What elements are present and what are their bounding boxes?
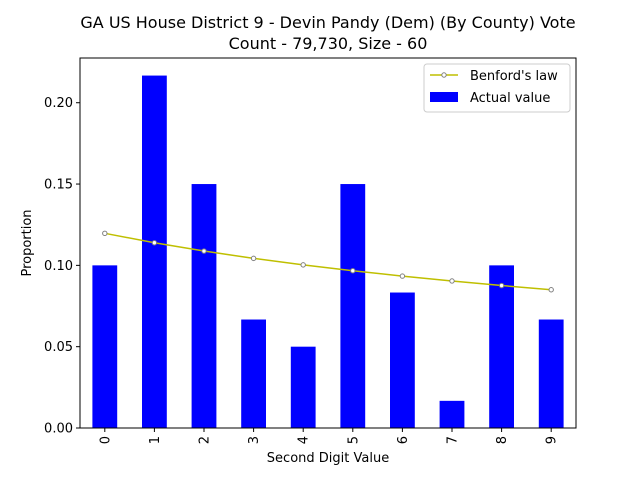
x-tick-label: 2: [198, 436, 213, 444]
bar-digit-1: [142, 75, 167, 429]
legend-frame: [423, 63, 571, 113]
benford-line: [104, 232, 552, 291]
x-tick-label: 9: [545, 436, 560, 444]
bar-digit-3: [241, 319, 266, 428]
y-tick-label: 0.05: [44, 340, 73, 355]
bar-digit-9: [538, 319, 564, 428]
bar-digit-6: [390, 292, 415, 428]
x-tick-label: 6: [396, 436, 411, 444]
bar-digit-2: [191, 184, 217, 428]
y-tick-label: 0.20: [44, 96, 73, 111]
bar-digit-0: [92, 265, 118, 428]
plot-frame: [79, 57, 577, 429]
y-axis: 0.00 0.05 0.10 0.15 0.20: [44, 96, 80, 437]
bar-digit-5: [340, 184, 366, 428]
legend-label-benford: Benford's law: [470, 69, 558, 84]
legend: Benford's law Actual value: [423, 63, 571, 113]
benford-point-5: [350, 268, 356, 274]
legend-label-actual: Actual value: [470, 91, 550, 106]
benford-point-2: [201, 248, 207, 254]
benford-point-7: [449, 278, 455, 284]
y-tick-label: 0.00: [44, 422, 73, 437]
x-tick-label: 3: [247, 436, 262, 444]
benford-point-4: [300, 262, 306, 268]
bar-digit-8: [489, 265, 514, 428]
x-tick-label: 7: [446, 436, 461, 444]
chart-title-line-1: GA US House District 9 - Devin Pandy (De…: [80, 13, 575, 32]
x-tick-label: 1: [148, 436, 163, 444]
benford-point-1: [151, 240, 158, 246]
bar-digit-7: [439, 400, 465, 428]
x-tick-label: 0: [98, 436, 113, 444]
chart-title-line-2: Count - 79,730, Size - 60: [229, 34, 428, 53]
x-axis: 0 1 2 3 4 5 6 7 8 9: [98, 428, 560, 444]
y-tick-label: 0.10: [44, 259, 73, 274]
bar-digit-4: [290, 346, 316, 428]
x-tick-label: 4: [297, 436, 312, 444]
legend-line-marker: [441, 72, 447, 78]
bar-series: [92, 75, 564, 429]
x-axis-label: Second Digit Value: [267, 451, 389, 466]
benford-point-9: [548, 287, 554, 293]
benford-line-series: [102, 230, 554, 293]
benford-point-0: [102, 230, 108, 237]
benford-point-3: [250, 255, 257, 262]
benford-point-8: [498, 282, 505, 289]
legend-bar-swatch: [430, 92, 458, 102]
y-axis-label: Proportion: [20, 209, 35, 276]
x-tick-label: 5: [346, 436, 361, 444]
y-tick-label: 0.15: [44, 178, 73, 193]
benford-point-6: [399, 273, 406, 279]
x-tick-label: 8: [495, 436, 510, 444]
